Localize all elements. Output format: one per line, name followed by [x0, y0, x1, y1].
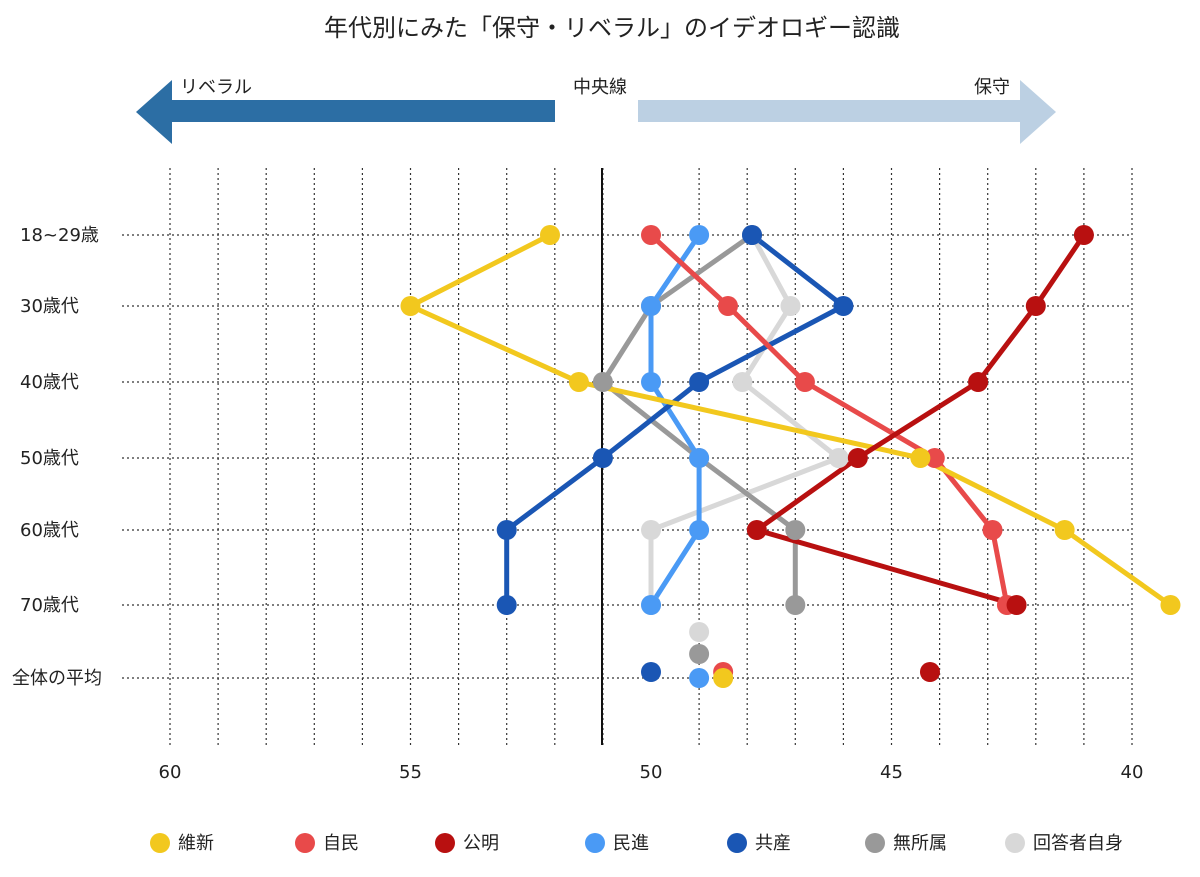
legend-item: 回答者自身 — [1005, 833, 1123, 854]
data-point — [641, 662, 661, 682]
data-point — [746, 520, 767, 540]
series-line — [649, 233, 1010, 606]
data-point — [780, 296, 801, 316]
category-label: 60歳代 — [20, 520, 79, 541]
data-point — [689, 372, 710, 392]
data-point — [847, 448, 868, 468]
x-tick-labels: 60 55 50 45 40 — [159, 762, 1144, 783]
data-point — [833, 296, 854, 316]
data-point — [924, 448, 945, 468]
legend-label: 民進 — [613, 833, 649, 854]
x-tick-label: 40 — [1121, 762, 1144, 783]
x-tick-label: 50 — [640, 762, 663, 783]
legend-marker — [1005, 833, 1025, 853]
legend-marker — [727, 833, 747, 853]
data-point — [496, 595, 517, 615]
data-point — [641, 372, 661, 392]
conservative-arrow — [638, 80, 1056, 144]
data-point — [689, 225, 710, 245]
category-label: 50歳代 — [20, 448, 79, 469]
series-line — [504, 233, 846, 605]
data-point — [785, 595, 806, 615]
grid — [122, 168, 1133, 745]
series-line — [648, 233, 702, 607]
data-point — [568, 372, 589, 392]
category-label: 40歳代 — [20, 372, 79, 393]
legend-label: 回答者自身 — [1033, 833, 1123, 854]
data-point — [496, 520, 517, 540]
legend: 維新 自民 公明 民進 共産 無所属 回答者自身 — [150, 833, 1123, 854]
data-point — [794, 372, 815, 392]
category-label: 18~29歳 — [20, 225, 99, 246]
data-point — [1054, 520, 1075, 540]
legend-marker — [435, 833, 455, 853]
data-point — [742, 225, 763, 245]
legend-item: 民進 — [585, 833, 649, 854]
liberal-label: リベラル — [180, 77, 252, 98]
data-point — [689, 520, 710, 540]
data-point — [689, 644, 710, 664]
data-point — [785, 520, 806, 540]
legend-label: 公明 — [463, 833, 499, 854]
legend-item: 自民 — [295, 833, 359, 854]
legend-label: 維新 — [178, 833, 214, 854]
series-line — [754, 233, 1086, 608]
legend-label: 無所属 — [893, 833, 947, 854]
legend-item: 維新 — [150, 833, 214, 854]
x-tick-label: 45 — [880, 762, 903, 783]
series-group — [400, 225, 1181, 688]
data-point — [717, 296, 738, 316]
data-point — [713, 668, 734, 688]
category-label: 30歳代 — [20, 296, 79, 317]
data-point — [828, 448, 849, 468]
series-line — [648, 233, 842, 605]
data-point — [400, 296, 421, 316]
data-point — [910, 448, 931, 468]
center-line-label: 中央線 — [573, 77, 627, 98]
x-tick-label: 60 — [159, 762, 182, 783]
data-point — [592, 448, 613, 468]
series-line — [408, 232, 1172, 608]
category-label: 全体の平均 — [12, 668, 102, 689]
legend-label: 共産 — [755, 833, 791, 854]
legend-marker — [585, 833, 605, 853]
data-point — [732, 372, 753, 392]
data-point — [1025, 296, 1046, 316]
legend-item: 公明 — [435, 833, 499, 854]
legend-marker — [865, 833, 885, 853]
data-point — [1006, 595, 1027, 615]
data-point — [641, 225, 661, 245]
legend-label: 自民 — [323, 833, 359, 854]
legend-marker — [150, 833, 170, 853]
legend-marker — [295, 833, 315, 853]
liberal-arrow — [136, 80, 555, 144]
x-tick-label: 55 — [399, 762, 422, 783]
data-point — [641, 520, 661, 540]
data-point — [539, 225, 560, 245]
data-point — [641, 595, 661, 615]
legend-item: 共産 — [727, 833, 791, 854]
conservative-label: 保守 — [974, 77, 1010, 98]
data-point — [1160, 595, 1181, 615]
data-point — [968, 372, 989, 392]
data-point — [689, 448, 710, 468]
data-point — [1073, 225, 1094, 245]
data-point — [982, 520, 1003, 540]
legend-item: 無所属 — [865, 833, 947, 854]
data-point — [689, 622, 710, 642]
data-point — [689, 668, 710, 688]
data-point — [641, 296, 661, 316]
data-point — [592, 372, 613, 392]
data-point — [919, 662, 940, 682]
chart-title: 年代別にみた「保守・リベラル」のイデオロギー認識 — [324, 14, 900, 42]
category-label: 70歳代 — [20, 595, 79, 616]
